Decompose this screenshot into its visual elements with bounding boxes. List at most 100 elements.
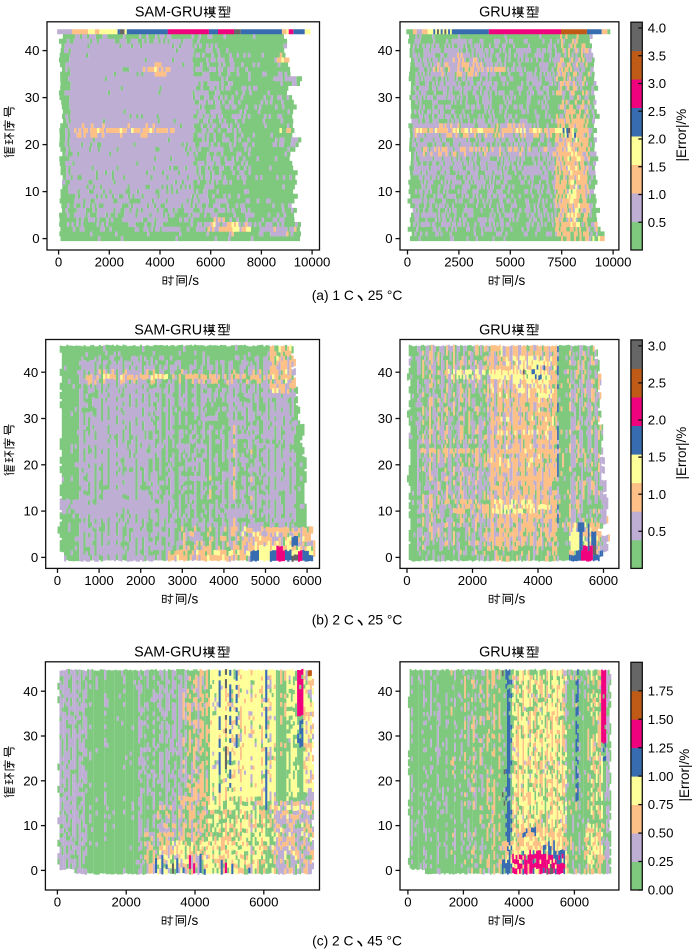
svg-text:30: 30: [24, 411, 39, 426]
svg-text:(c) 2 C: (c) 2 C: [312, 934, 353, 949]
svg-text:1000: 1000: [84, 573, 113, 588]
svg-text:|Error|/%: |Error|/%: [674, 109, 689, 162]
svg-text:/s: /s: [188, 591, 199, 606]
svg-text:0.25: 0.25: [648, 854, 674, 869]
svg-text:0: 0: [32, 231, 39, 246]
svg-text:SAM-GRU: SAM-GRU: [134, 645, 202, 661]
svg-text:1.5: 1.5: [648, 159, 666, 174]
svg-text:3.0: 3.0: [648, 338, 666, 353]
svg-text:30: 30: [25, 90, 40, 105]
svg-text:1.50: 1.50: [648, 712, 674, 727]
svg-text:25 °C: 25 °C: [368, 288, 403, 303]
svg-text:10: 10: [24, 504, 39, 519]
svg-text:GRU: GRU: [479, 5, 511, 21]
svg-text:2.0: 2.0: [648, 413, 666, 428]
svg-text:GRU: GRU: [479, 645, 511, 661]
svg-text:2000: 2000: [112, 895, 141, 910]
svg-text:0: 0: [55, 255, 62, 270]
svg-text:(a) 1 C: (a) 1 C: [312, 288, 354, 303]
svg-text:2.5: 2.5: [648, 376, 666, 391]
svg-text:0: 0: [404, 895, 411, 910]
svg-text:1.0: 1.0: [648, 487, 666, 502]
svg-text:|Error|/%: |Error|/%: [674, 427, 689, 480]
svg-text:30: 30: [378, 729, 393, 744]
svg-text:10000: 10000: [294, 255, 331, 270]
svg-text:45 °C: 45 °C: [367, 934, 402, 949]
svg-text:/s: /s: [188, 913, 199, 928]
svg-text:4000: 4000: [209, 573, 238, 588]
svg-text:0: 0: [404, 255, 411, 270]
svg-text:1.0: 1.0: [648, 187, 666, 202]
svg-text:/s: /s: [189, 273, 200, 288]
svg-text:20: 20: [378, 137, 393, 152]
svg-text:5000: 5000: [496, 255, 525, 270]
svg-text:6000: 6000: [196, 255, 225, 270]
svg-text:2000: 2000: [458, 573, 487, 588]
svg-text:4.0: 4.0: [648, 21, 666, 36]
svg-text:3.0: 3.0: [648, 76, 666, 91]
svg-text:0: 0: [31, 863, 38, 878]
svg-text:6000: 6000: [249, 895, 278, 910]
svg-text:/s: /s: [515, 913, 526, 928]
svg-text:20: 20: [378, 457, 393, 472]
svg-text:|Error|/%: |Error|/%: [677, 749, 692, 802]
svg-text:3.5: 3.5: [648, 48, 666, 63]
svg-text:5000: 5000: [251, 573, 280, 588]
svg-text:25 °C: 25 °C: [368, 613, 403, 628]
svg-text:40: 40: [378, 43, 393, 58]
svg-text:10: 10: [23, 818, 38, 833]
svg-text:4000: 4000: [523, 573, 552, 588]
svg-text:20: 20: [378, 773, 393, 788]
svg-text:10: 10: [378, 818, 393, 833]
svg-text:40: 40: [25, 43, 40, 58]
svg-text:40: 40: [23, 684, 38, 699]
svg-text:2000: 2000: [126, 573, 155, 588]
svg-text:6000: 6000: [589, 573, 618, 588]
svg-text:20: 20: [25, 137, 40, 152]
svg-text:1.5: 1.5: [648, 450, 666, 465]
svg-text:2500: 2500: [444, 255, 473, 270]
svg-text:6000: 6000: [292, 573, 321, 588]
svg-text:3000: 3000: [168, 573, 197, 588]
svg-text:0: 0: [385, 550, 392, 565]
svg-text:4000: 4000: [504, 895, 533, 910]
svg-text:GRU: GRU: [479, 322, 511, 338]
svg-text:2000: 2000: [449, 895, 478, 910]
svg-text:2000: 2000: [95, 255, 124, 270]
svg-text:0: 0: [31, 550, 38, 565]
svg-text:0: 0: [403, 573, 410, 588]
svg-text:30: 30: [23, 729, 38, 744]
svg-text:0.5: 0.5: [648, 524, 666, 539]
svg-text:0.75: 0.75: [648, 797, 674, 812]
svg-text:1.75: 1.75: [648, 683, 674, 698]
svg-text:8000: 8000: [247, 255, 276, 270]
svg-text:40: 40: [378, 365, 393, 380]
svg-text:0.50: 0.50: [648, 826, 674, 841]
svg-text:10: 10: [378, 184, 393, 199]
svg-text:4000: 4000: [180, 895, 209, 910]
svg-text:0.5: 0.5: [648, 215, 666, 230]
svg-text:0: 0: [385, 231, 392, 246]
svg-text:6000: 6000: [560, 895, 589, 910]
svg-text:10000: 10000: [595, 255, 632, 270]
svg-text:SAM-GRU: SAM-GRU: [134, 322, 202, 338]
svg-text:2.0: 2.0: [648, 132, 666, 147]
svg-text:0: 0: [54, 895, 61, 910]
svg-text:SAM-GRU: SAM-GRU: [135, 5, 203, 21]
svg-text:40: 40: [24, 365, 39, 380]
svg-text:0: 0: [54, 573, 61, 588]
svg-text:10: 10: [378, 504, 393, 519]
svg-text:20: 20: [23, 773, 38, 788]
svg-text:4000: 4000: [145, 255, 174, 270]
svg-text:30: 30: [378, 90, 393, 105]
svg-text:0.00: 0.00: [648, 883, 674, 898]
svg-text:10: 10: [25, 184, 40, 199]
svg-text:/s: /s: [515, 591, 526, 606]
svg-text:20: 20: [24, 457, 39, 472]
svg-text:1.00: 1.00: [648, 769, 674, 784]
svg-text:30: 30: [378, 411, 393, 426]
svg-text:/s: /s: [515, 273, 526, 288]
svg-text:(b) 2 C: (b) 2 C: [312, 613, 354, 628]
svg-text:2.5: 2.5: [648, 104, 666, 119]
svg-text:7500: 7500: [547, 255, 576, 270]
